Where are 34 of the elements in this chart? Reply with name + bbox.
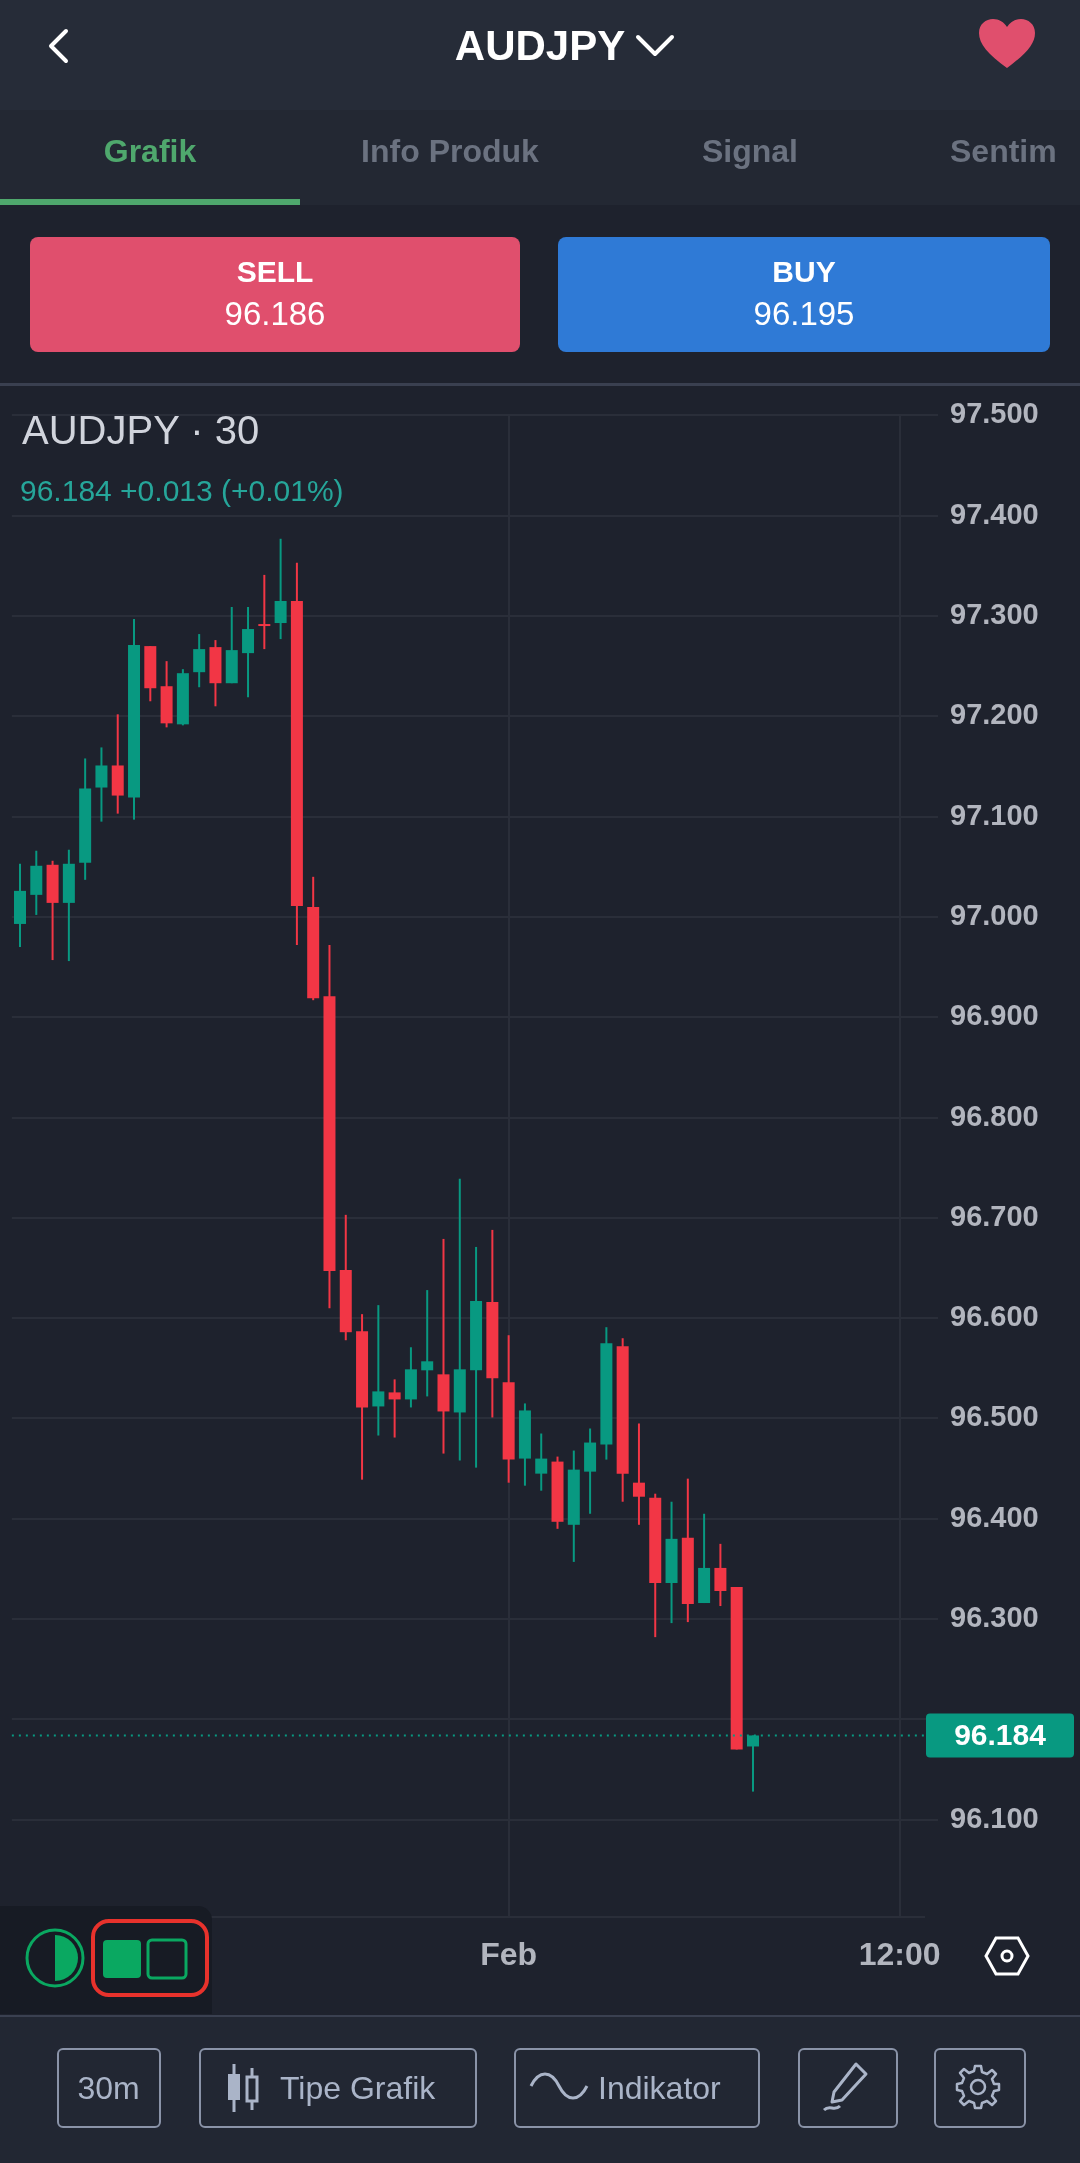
y-tick-label: 97.400 bbox=[950, 497, 1039, 530]
text: Indikator bbox=[598, 2070, 722, 2107]
y-tick-label: 96.900 bbox=[950, 999, 1039, 1032]
text: 96.195 bbox=[752, 295, 856, 333]
y-tick-label: 96.600 bbox=[950, 1300, 1039, 1333]
text: 96.184 +0.013 (+0.01%) bbox=[20, 474, 344, 508]
candlestick bbox=[388, 1379, 401, 1438]
text: Grafik bbox=[102, 133, 198, 170]
y-tick-label: 97.500 bbox=[950, 397, 1039, 430]
text: Info Produk bbox=[360, 133, 540, 170]
y-tick-label: 97.000 bbox=[950, 898, 1039, 931]
candlestick bbox=[421, 1290, 434, 1397]
y-tick-label: 97.300 bbox=[950, 598, 1039, 631]
x-tick-label: 12:00 bbox=[858, 1936, 941, 1973]
text: AUDJPY bbox=[453, 22, 627, 71]
y-tick-label: 96.500 bbox=[950, 1400, 1039, 1433]
text: Sentim bbox=[950, 133, 1058, 170]
candlestick bbox=[258, 574, 271, 650]
text: Tipe Grafik bbox=[280, 2070, 437, 2107]
text: SELL bbox=[235, 255, 315, 290]
y-tick-label: 97.200 bbox=[950, 698, 1039, 731]
y-tick-label: 96.700 bbox=[950, 1199, 1039, 1232]
y-tick-label: 96.400 bbox=[950, 1500, 1039, 1533]
text: 30m bbox=[76, 2070, 141, 2107]
y-tick-label: 97.100 bbox=[950, 798, 1039, 831]
y-tick-label: 96.100 bbox=[950, 1801, 1039, 1834]
text: 96.186 bbox=[223, 295, 327, 333]
x-tick-label: Feb bbox=[480, 1936, 538, 1973]
text: BUY bbox=[771, 255, 837, 290]
text: Signal bbox=[701, 133, 799, 170]
ref-line-label: 96.184 bbox=[954, 1717, 1047, 1751]
chart-title: AUDJPY · 30 bbox=[22, 408, 260, 453]
y-tick-label: 96.800 bbox=[950, 1099, 1039, 1132]
y-tick-label: 96.300 bbox=[950, 1601, 1039, 1634]
